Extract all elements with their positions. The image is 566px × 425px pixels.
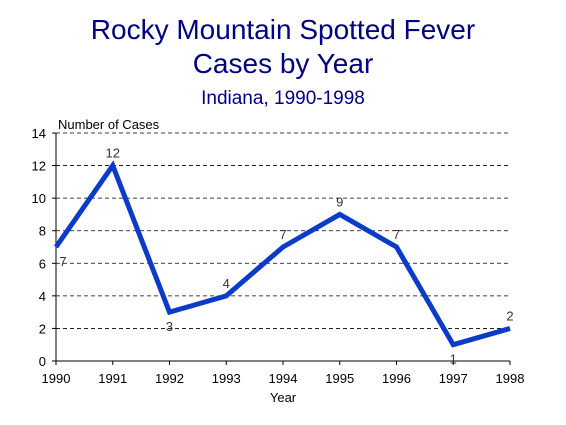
- chart-title: Rocky Mountain Spotted Fever: [90, 14, 476, 45]
- x-tick-label: 1992: [155, 371, 184, 386]
- x-axis-label: Year: [270, 390, 297, 405]
- x-tick-label: 1998: [496, 371, 525, 386]
- chart-subtitle: Indiana, 1990-1998: [201, 88, 365, 109]
- grid-lines: [56, 132, 510, 329]
- x-tick-label: 1994: [269, 371, 298, 386]
- y-tick-label: 4: [39, 289, 46, 304]
- data-label: 2: [506, 308, 513, 323]
- data-label: 4: [223, 276, 230, 291]
- chart-title-line2: Cases by Year: [192, 48, 374, 79]
- y-tick-label: 8: [39, 224, 46, 239]
- data-label: 9: [336, 194, 343, 209]
- x-tick-label: 1993: [212, 371, 241, 386]
- data-label: 7: [279, 227, 286, 242]
- y-tick-label: 0: [39, 354, 46, 369]
- series-line: [53, 160, 511, 348]
- x-tick-label: 1991: [98, 371, 127, 386]
- data-label: 1: [450, 352, 457, 367]
- x-tick-label: 1990: [42, 371, 71, 386]
- y-tick-labels: 0 2 4 6 8 10 12 14: [32, 126, 56, 369]
- y-tick-label: 2: [39, 321, 46, 336]
- y-tick-label: 12: [32, 159, 46, 174]
- x-tick-label: 1996: [382, 371, 411, 386]
- x-tick-labels: 1990 1991 1992 1993 1994 1995 1996 1997 1998: [42, 361, 525, 386]
- x-tick-label: 1997: [439, 371, 468, 386]
- y-tick-label: 10: [32, 191, 46, 206]
- y-tick-label: 6: [39, 256, 46, 271]
- data-label: 3: [166, 319, 173, 334]
- data-label: 7: [59, 254, 66, 269]
- y-tick-label: 14: [32, 126, 46, 141]
- x-tick-label: 1995: [325, 371, 354, 386]
- data-label: 7: [393, 227, 400, 242]
- data-label: 12: [106, 146, 120, 161]
- y-axis-label: Number of Cases: [58, 117, 160, 132]
